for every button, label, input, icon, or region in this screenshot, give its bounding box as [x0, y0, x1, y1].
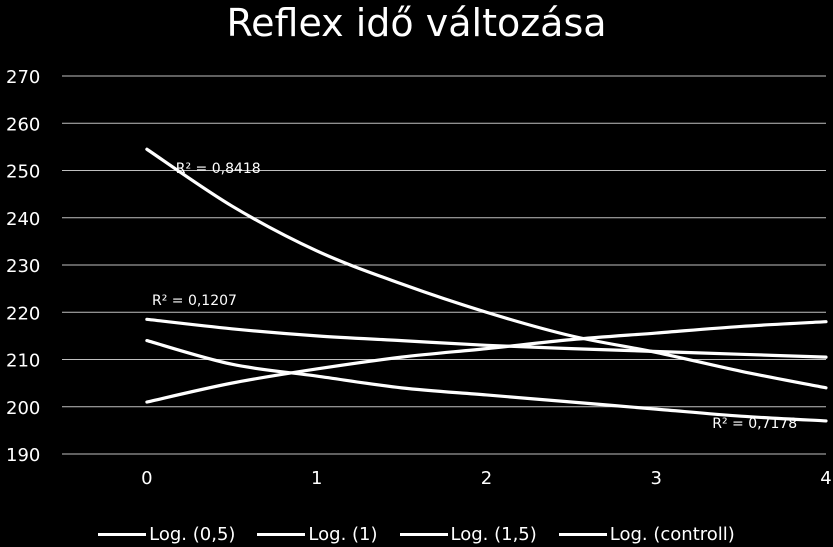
y-tick-label: 270 — [6, 67, 40, 88]
legend-label: Log. (0,5) — [149, 524, 236, 545]
y-tick-label: 230 — [6, 256, 40, 277]
series-line-3 — [145, 339, 828, 423]
y-tick-label: 200 — [6, 398, 40, 419]
r-squared-label: R² = 0,7178 — [712, 416, 797, 432]
series-line-4 — [145, 320, 828, 404]
y-tick-label: 260 — [6, 114, 40, 135]
x-axis-ticks: 0 1 2 3 4 — [141, 468, 832, 489]
legend-item: Log. (0,5) — [98, 524, 235, 545]
x-tick-label: 0 — [141, 468, 152, 489]
legend-item: Log. (1,5) — [399, 524, 537, 545]
x-tick-label: 3 — [650, 468, 661, 489]
r-squared-label: R² = 0,1207 — [152, 293, 237, 309]
legend-item: Log. (controll) — [558, 524, 735, 545]
y-axis-ticks: 190 200 210 220 230 240 250 260 270 — [6, 67, 40, 466]
y-tick-label: 220 — [6, 303, 40, 324]
y-tick-label: 190 — [6, 445, 40, 466]
legend-item: Log. (1) — [257, 524, 378, 545]
series-line-2 — [145, 317, 828, 359]
x-tick-label: 4 — [820, 468, 831, 489]
x-tick-label: 1 — [311, 468, 322, 489]
legend-swatch — [399, 533, 448, 536]
gridlines — [62, 75, 826, 455]
legend: Log. (0,5) Log. (1) Log. (1,5) Log. (contro… — [0, 522, 833, 547]
r-squared-label: R² = 0,8418 — [176, 161, 261, 177]
legend-label: Log. (1,5) — [450, 524, 537, 545]
y-tick-label: 240 — [6, 209, 40, 230]
legend-swatch — [257, 533, 306, 536]
legend-label: Log. (controll) — [609, 524, 735, 545]
series-line-1 — [145, 147, 828, 390]
x-tick-label: 2 — [481, 468, 492, 489]
legend-label: Log. (1) — [308, 524, 378, 545]
series-lines — [145, 147, 828, 423]
chart-title: Reflex idő változása — [226, 1, 607, 45]
r-squared-labels: R² = 0,8418 R² = 0,1207 R² = 0,7178 — [152, 161, 797, 432]
legend-swatch — [98, 533, 147, 536]
y-tick-label: 210 — [6, 351, 40, 372]
y-tick-label: 250 — [6, 162, 40, 183]
legend-swatch — [558, 533, 607, 536]
